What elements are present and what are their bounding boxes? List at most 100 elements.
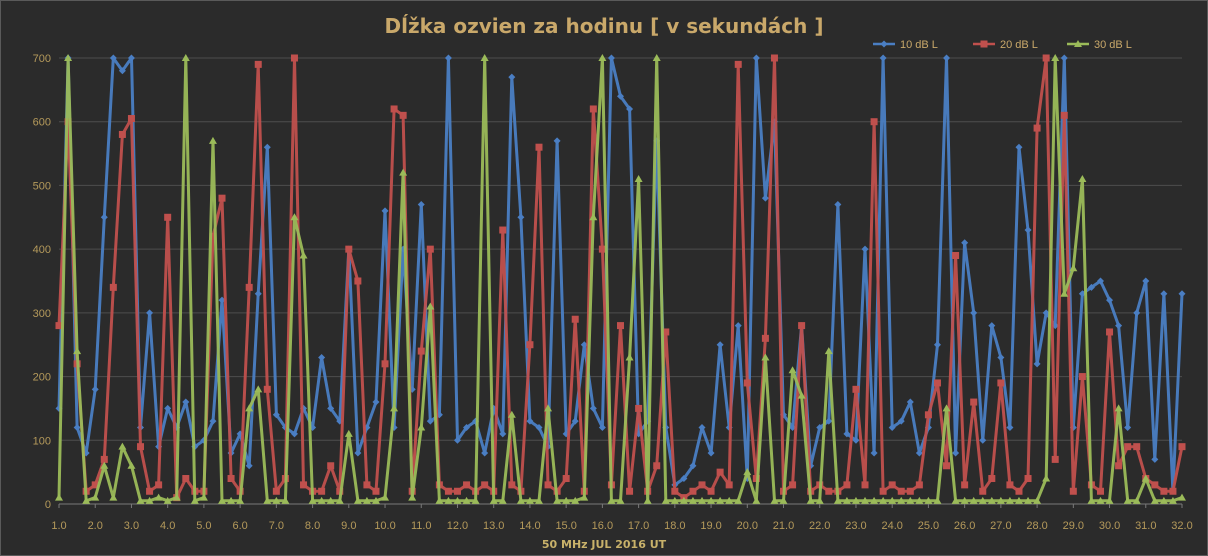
data-point bbox=[589, 404, 597, 412]
data-point bbox=[353, 496, 362, 504]
y-tick-label: 400 bbox=[33, 244, 51, 256]
data-point bbox=[851, 496, 860, 504]
data-point bbox=[218, 194, 226, 202]
data-point bbox=[399, 111, 407, 119]
data-point bbox=[507, 410, 516, 418]
data-point bbox=[118, 130, 126, 138]
x-tick-label: 18.0 bbox=[664, 520, 685, 532]
data-point bbox=[707, 496, 716, 504]
data-point bbox=[952, 252, 960, 260]
data-point bbox=[227, 496, 236, 504]
data-point bbox=[317, 496, 326, 504]
data-point bbox=[960, 496, 969, 504]
data-point bbox=[915, 496, 924, 504]
legend-marker bbox=[880, 40, 888, 48]
legend-label: 20 dB L bbox=[1000, 39, 1038, 51]
series-3 bbox=[55, 54, 1186, 504]
data-point bbox=[91, 385, 99, 393]
data-point bbox=[1178, 493, 1186, 501]
data-point bbox=[943, 462, 951, 470]
data-point bbox=[852, 385, 860, 393]
data-point bbox=[816, 424, 824, 432]
data-point bbox=[671, 487, 679, 495]
data-point bbox=[952, 449, 960, 457]
data-point bbox=[263, 496, 272, 504]
x-tick-label: 1.0 bbox=[51, 520, 66, 532]
data-point bbox=[988, 475, 996, 483]
data-point bbox=[988, 322, 996, 330]
x-tick-label: 31.0 bbox=[1135, 520, 1156, 532]
x-tick-label: 10.0 bbox=[374, 520, 395, 532]
data-point bbox=[453, 436, 461, 444]
data-point bbox=[616, 496, 625, 504]
data-point bbox=[969, 496, 978, 504]
data-point bbox=[888, 481, 896, 489]
data-point bbox=[308, 496, 317, 504]
data-point bbox=[508, 481, 516, 489]
data-point bbox=[1006, 481, 1014, 489]
data-point bbox=[1087, 496, 1096, 504]
data-point bbox=[1033, 124, 1041, 132]
data-point bbox=[942, 404, 951, 412]
data-point bbox=[463, 424, 471, 432]
data-point bbox=[327, 462, 335, 470]
data-point bbox=[580, 493, 589, 501]
x-tick-label: 26.0 bbox=[954, 520, 975, 532]
data-point bbox=[290, 213, 299, 221]
data-point bbox=[970, 309, 978, 317]
data-point bbox=[82, 496, 91, 504]
data-point bbox=[1005, 496, 1014, 504]
data-point bbox=[498, 496, 507, 504]
data-point bbox=[879, 496, 888, 504]
data-point bbox=[1133, 443, 1141, 451]
y-tick-label: 0 bbox=[45, 499, 51, 511]
x-tick-label: 23.0 bbox=[845, 520, 866, 532]
data-point bbox=[362, 496, 371, 504]
data-point bbox=[155, 481, 163, 489]
data-point bbox=[1078, 373, 1086, 381]
series-line bbox=[57, 56, 1184, 493]
data-point bbox=[272, 411, 280, 419]
data-point bbox=[870, 496, 879, 504]
data-point bbox=[1096, 496, 1105, 504]
data-point bbox=[254, 385, 263, 393]
data-point bbox=[499, 226, 507, 234]
data-point bbox=[589, 213, 598, 221]
x-tick-label: 19.0 bbox=[700, 520, 721, 532]
data-point bbox=[381, 493, 390, 501]
data-point bbox=[626, 105, 634, 113]
data-point bbox=[327, 404, 335, 412]
x-tick-label: 28.0 bbox=[1026, 520, 1047, 532]
data-point bbox=[698, 424, 706, 432]
data-point bbox=[182, 398, 190, 406]
data-point bbox=[996, 496, 1005, 504]
data-point bbox=[1060, 289, 1069, 297]
x-tick-label: 25.0 bbox=[918, 520, 939, 532]
data-point bbox=[245, 283, 253, 291]
data-point bbox=[1024, 496, 1033, 504]
data-point bbox=[146, 487, 154, 495]
data-point bbox=[580, 341, 588, 349]
data-point bbox=[1069, 487, 1077, 495]
data-point bbox=[399, 168, 408, 176]
y-tick-label: 500 bbox=[33, 180, 51, 192]
data-point bbox=[562, 475, 570, 483]
data-point bbox=[417, 347, 425, 355]
data-point bbox=[91, 493, 100, 501]
data-point bbox=[843, 430, 851, 438]
data-point bbox=[951, 496, 960, 504]
data-point bbox=[272, 487, 280, 495]
y-tick-label: 700 bbox=[33, 53, 51, 65]
data-point bbox=[707, 449, 715, 457]
data-point bbox=[734, 60, 742, 68]
x-tick-label: 32.0 bbox=[1171, 520, 1192, 532]
data-point bbox=[752, 54, 760, 62]
data-point bbox=[716, 341, 724, 349]
data-point bbox=[1051, 455, 1059, 463]
data-point bbox=[1151, 481, 1159, 489]
data-point bbox=[680, 475, 688, 483]
data-point bbox=[1014, 496, 1023, 504]
data-point bbox=[698, 481, 706, 489]
data-point bbox=[137, 443, 145, 451]
data-point bbox=[182, 475, 190, 483]
